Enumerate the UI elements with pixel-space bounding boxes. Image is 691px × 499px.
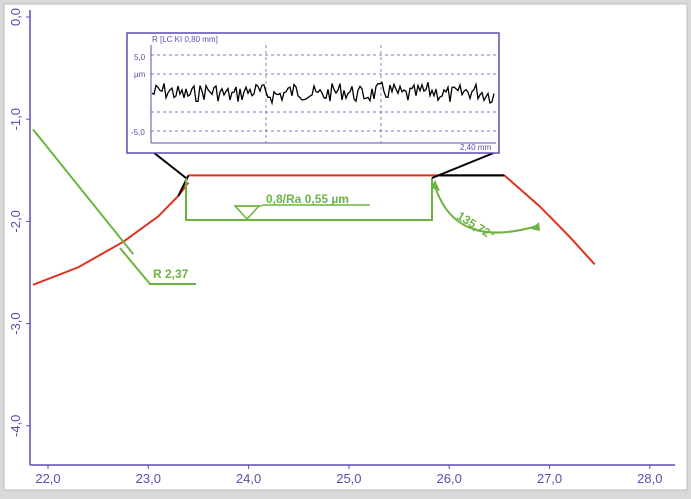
x-tick-label: 24,0 (236, 471, 261, 486)
angle-arc (434, 185, 538, 234)
inset-connector-left (152, 151, 187, 179)
y-tick-label: 0,0 (8, 8, 23, 26)
x-tick-group: 22,0 23,0 24,0 25,0 26,0 27,0 28,0 (35, 465, 662, 486)
x-tick-label: 27,0 (537, 471, 562, 486)
x-tick-label: 26,0 (437, 471, 462, 486)
radius-annotation: R 2,37 (119, 247, 196, 285)
inset-connector-right (431, 151, 497, 179)
x-tick-label: 23,0 (136, 471, 161, 486)
series-radius-line (32, 128, 135, 255)
x-tick-label: 25,0 (336, 471, 361, 486)
y-tick-group: 0,0 -1,0 -2,0 -3,0 -4,0 (8, 8, 30, 437)
inset-y-bottom-label: -5,0 (131, 128, 145, 137)
roughness-label: 0,8/Ra 0,55 µm (266, 192, 349, 206)
inset-title: R [LC KI 0,80 mm] (152, 35, 218, 44)
y-tick-label: -2,0 (8, 210, 23, 232)
angle-arrow-end-icon (531, 222, 540, 231)
roughness-annotation: 0,8/Ra 0,55 µm (185, 178, 433, 221)
radius-leader-line (119, 247, 196, 285)
y-tick-label: -3,0 (8, 312, 23, 334)
inset-y-unit-label: µm (134, 70, 146, 79)
inset-roughness-signal (151, 81, 495, 106)
x-tick-label: 28,0 (637, 471, 662, 486)
roughness-bracket (185, 178, 433, 221)
series-profile-right-flank (503, 174, 596, 265)
inset-y-top-label: 5,0 (134, 53, 146, 62)
profile-series-group (32, 128, 596, 286)
roughness-inset: R [LC KI 0,80 mm] 5,0 µm -5,0 2,40 mm (126, 32, 500, 179)
x-tick-label: 22,0 (35, 471, 60, 486)
inset-x-length-label: 2,40 mm (460, 143, 491, 152)
y-tick-label: -1,0 (8, 108, 23, 130)
y-tick-label: -4,0 (8, 415, 23, 437)
angle-arrow-start-icon (431, 180, 440, 191)
radius-label: R 2,37 (153, 267, 189, 281)
